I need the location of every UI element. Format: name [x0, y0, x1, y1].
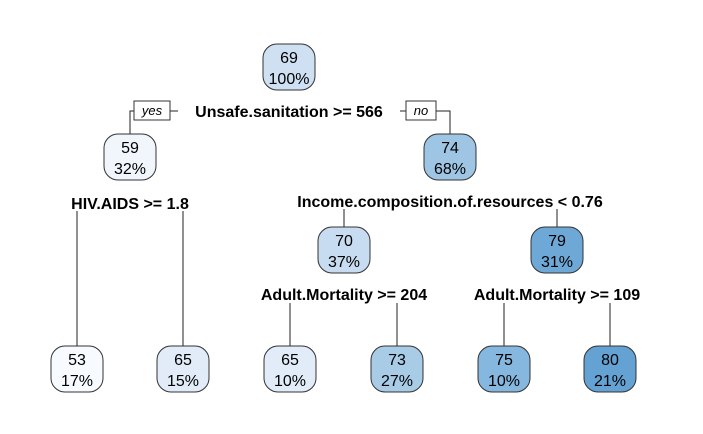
node-value: 80 — [601, 352, 619, 369]
node-percent: 17% — [61, 373, 93, 390]
node-box — [262, 43, 316, 91]
node-value: 73 — [388, 352, 406, 369]
node-value: 74 — [441, 140, 459, 157]
node-value: 75 — [495, 352, 513, 369]
split-label-n3: Income.composition.of.resources < 0.76 — [297, 194, 603, 211]
node-value: 59 — [121, 140, 139, 157]
node-value: 69 — [280, 50, 298, 67]
node-value: 79 — [548, 233, 566, 250]
tree-node-root: 69 100% — [262, 43, 316, 91]
node-box — [50, 345, 104, 393]
node-box — [263, 345, 317, 393]
node-percent: 15% — [167, 373, 199, 390]
node-box — [317, 226, 371, 274]
branch-no-label: no — [405, 100, 437, 121]
branch-no-label-text: no — [414, 103, 428, 118]
split-label-n6: Adult.Mortality >= 204 — [261, 287, 427, 304]
branch-yes-label: yes — [133, 100, 171, 121]
node-percent: 68% — [434, 161, 466, 178]
node-percent: 37% — [328, 254, 360, 271]
node-value: 70 — [335, 233, 353, 250]
node-value: 65 — [174, 352, 192, 369]
node-value: 65 — [281, 352, 299, 369]
node-box — [477, 345, 531, 393]
branch-yes-label-text: yes — [141, 103, 163, 118]
node-percent: 10% — [488, 373, 520, 390]
split-label-n2: HIV.AIDS >= 1.8 — [71, 196, 189, 213]
node-value: 53 — [68, 352, 86, 369]
node-box — [370, 345, 424, 393]
tree-nodes: 69100%5932%7468%7037%7931%5317%6515%6510… — [50, 43, 637, 393]
split-label-n7: Adult.Mortality >= 109 — [474, 287, 640, 304]
node-box — [423, 133, 477, 181]
node-percent: 10% — [274, 373, 306, 390]
node-percent: 27% — [381, 373, 413, 390]
node-percent: 32% — [114, 161, 146, 178]
node-box — [583, 345, 637, 393]
split-labels: Unsafe.sanitation >= 566 HIV.AIDS >= 1.8 I… — [71, 104, 640, 304]
branch-labels: yes no — [133, 100, 437, 121]
node-percent: 31% — [541, 254, 573, 271]
node-box — [530, 226, 584, 274]
split-label-root: Unsafe.sanitation >= 566 — [195, 104, 383, 121]
node-box — [103, 133, 157, 181]
node-percent: 100% — [269, 71, 310, 88]
node-box — [156, 345, 210, 393]
node-percent: 21% — [594, 373, 626, 390]
